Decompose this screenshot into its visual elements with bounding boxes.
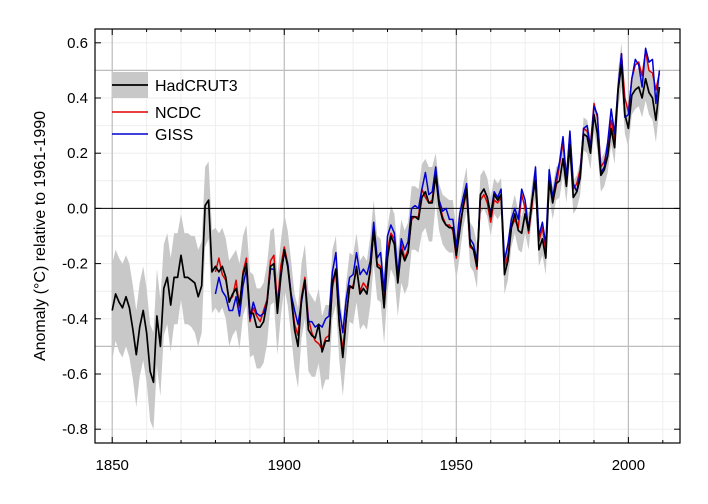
y-tick-label: -0.6 [62, 366, 88, 383]
hadcrut3-series-line [111, 64, 661, 384]
y-tick-label: 0.6 [67, 35, 88, 52]
axis-ticks [95, 29, 680, 443]
y-tick-label: -0.8 [62, 421, 88, 438]
x-tick-labels: 1850 1900 1950 2000 [96, 457, 646, 474]
x-tick-label: 2000 [612, 457, 645, 474]
x-tick-label: 1850 [96, 457, 129, 474]
legend: HadCRUT3 NCDC GISS [112, 72, 238, 144]
y-tick-label: -0.4 [62, 311, 88, 328]
x-tick-label: 1900 [268, 457, 301, 474]
reference-lines [95, 69, 680, 347]
legend-label-ncdc: NCDC [155, 105, 201, 122]
hadcrut3-uncertainty-band [112, 42, 660, 430]
y-tick-label: -0.2 [62, 256, 88, 273]
y-tick-label: 0.4 [67, 90, 88, 107]
y-tick-label: 0.0 [67, 200, 88, 217]
y-tick-label: 0.2 [67, 145, 88, 162]
legend-label-hadcrut3: HadCRUT3 [155, 78, 238, 95]
y-axis-label: Anomaly (°C) relative to 1961-1990 [32, 111, 49, 361]
y-tick-labels: -0.8 -0.6 -0.4 -0.2 0.0 0.2 0.4 0.6 [62, 35, 88, 438]
legend-label-giss: GISS [155, 127, 193, 144]
x-tick-label: 1950 [440, 457, 473, 474]
